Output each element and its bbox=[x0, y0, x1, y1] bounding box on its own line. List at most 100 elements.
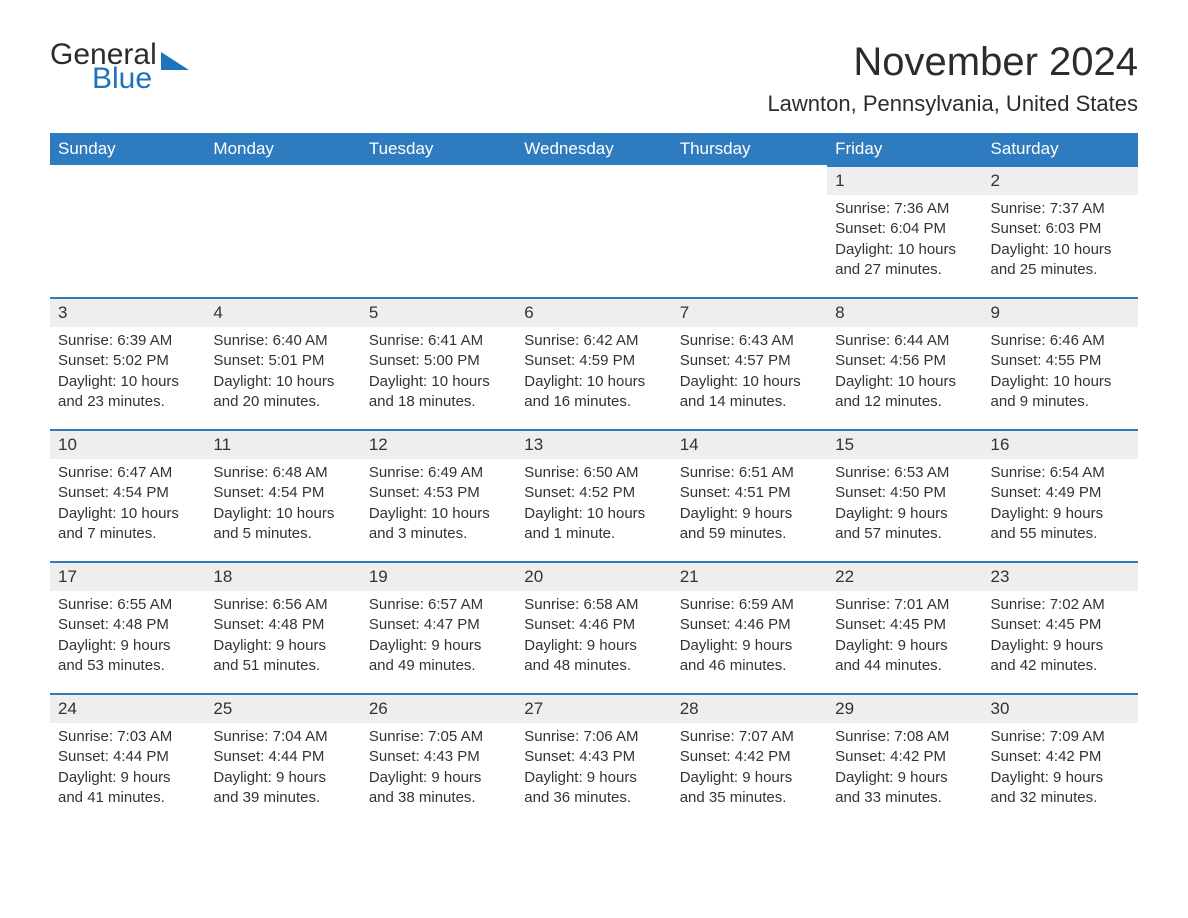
sunrise-line: Sunrise: 7:36 AM bbox=[835, 199, 974, 219]
day-details: Sunrise: 7:04 AMSunset: 4:44 PMDaylight:… bbox=[205, 723, 360, 816]
calendar-cell: 22Sunrise: 7:01 AMSunset: 4:45 PMDayligh… bbox=[827, 561, 982, 693]
sunrise-line: Sunrise: 6:39 AM bbox=[58, 331, 197, 351]
day-number: 24 bbox=[50, 695, 205, 723]
calendar-cell: 11Sunrise: 6:48 AMSunset: 4:54 PMDayligh… bbox=[205, 429, 360, 561]
day-number: 1 bbox=[827, 167, 982, 195]
daylight-line: Daylight: 9 hours and 35 minutes. bbox=[680, 768, 819, 809]
calendar-cell: 7Sunrise: 6:43 AMSunset: 4:57 PMDaylight… bbox=[672, 297, 827, 429]
sunrise-line: Sunrise: 6:48 AM bbox=[213, 463, 352, 483]
sunrise-line: Sunrise: 6:50 AM bbox=[524, 463, 663, 483]
day-number: 18 bbox=[205, 563, 360, 591]
day-number: 6 bbox=[516, 299, 671, 327]
calendar-table: SundayMondayTuesdayWednesdayThursdayFrid… bbox=[50, 133, 1138, 825]
day-details: Sunrise: 6:49 AMSunset: 4:53 PMDaylight:… bbox=[361, 459, 516, 552]
calendar-cell-empty bbox=[361, 165, 516, 297]
weekday-header: Friday bbox=[827, 133, 982, 165]
day-details: Sunrise: 6:47 AMSunset: 4:54 PMDaylight:… bbox=[50, 459, 205, 552]
sunrise-line: Sunrise: 6:55 AM bbox=[58, 595, 197, 615]
day-number: 17 bbox=[50, 563, 205, 591]
calendar-cell: 30Sunrise: 7:09 AMSunset: 4:42 PMDayligh… bbox=[983, 693, 1138, 825]
sunrise-line: Sunrise: 7:37 AM bbox=[991, 199, 1130, 219]
sunrise-line: Sunrise: 6:44 AM bbox=[835, 331, 974, 351]
calendar-cell: 24Sunrise: 7:03 AMSunset: 4:44 PMDayligh… bbox=[50, 693, 205, 825]
daylight-line: Daylight: 9 hours and 59 minutes. bbox=[680, 504, 819, 545]
daylight-line: Daylight: 9 hours and 44 minutes. bbox=[835, 636, 974, 677]
daylight-line: Daylight: 9 hours and 36 minutes. bbox=[524, 768, 663, 809]
day-details: Sunrise: 7:05 AMSunset: 4:43 PMDaylight:… bbox=[361, 723, 516, 816]
daylight-line: Daylight: 10 hours and 1 minute. bbox=[524, 504, 663, 545]
day-details: Sunrise: 6:44 AMSunset: 4:56 PMDaylight:… bbox=[827, 327, 982, 420]
day-number: 5 bbox=[361, 299, 516, 327]
sunrise-line: Sunrise: 6:47 AM bbox=[58, 463, 197, 483]
daylight-line: Daylight: 10 hours and 20 minutes. bbox=[213, 372, 352, 413]
calendar-cell: 23Sunrise: 7:02 AMSunset: 4:45 PMDayligh… bbox=[983, 561, 1138, 693]
calendar-cell: 25Sunrise: 7:04 AMSunset: 4:44 PMDayligh… bbox=[205, 693, 360, 825]
calendar-cell: 8Sunrise: 6:44 AMSunset: 4:56 PMDaylight… bbox=[827, 297, 982, 429]
day-number: 26 bbox=[361, 695, 516, 723]
calendar-cell: 5Sunrise: 6:41 AMSunset: 5:00 PMDaylight… bbox=[361, 297, 516, 429]
sunset-line: Sunset: 4:56 PM bbox=[835, 351, 974, 371]
calendar-row: 24Sunrise: 7:03 AMSunset: 4:44 PMDayligh… bbox=[50, 693, 1138, 825]
sunrise-line: Sunrise: 6:49 AM bbox=[369, 463, 508, 483]
daylight-line: Daylight: 9 hours and 41 minutes. bbox=[58, 768, 197, 809]
weekday-header: Monday bbox=[205, 133, 360, 165]
day-number: 30 bbox=[983, 695, 1138, 723]
sunrise-line: Sunrise: 7:07 AM bbox=[680, 727, 819, 747]
calendar-row: 17Sunrise: 6:55 AMSunset: 4:48 PMDayligh… bbox=[50, 561, 1138, 693]
day-number: 8 bbox=[827, 299, 982, 327]
sunset-line: Sunset: 4:46 PM bbox=[680, 615, 819, 635]
sunset-line: Sunset: 4:59 PM bbox=[524, 351, 663, 371]
sunrise-line: Sunrise: 7:06 AM bbox=[524, 727, 663, 747]
daylight-line: Daylight: 9 hours and 38 minutes. bbox=[369, 768, 508, 809]
sunset-line: Sunset: 5:02 PM bbox=[58, 351, 197, 371]
sunrise-line: Sunrise: 6:59 AM bbox=[680, 595, 819, 615]
sunset-line: Sunset: 4:57 PM bbox=[680, 351, 819, 371]
weekday-header: Tuesday bbox=[361, 133, 516, 165]
sunrise-line: Sunrise: 6:46 AM bbox=[991, 331, 1130, 351]
logo: General Blue bbox=[50, 40, 189, 94]
calendar-cell: 20Sunrise: 6:58 AMSunset: 4:46 PMDayligh… bbox=[516, 561, 671, 693]
day-details: Sunrise: 6:53 AMSunset: 4:50 PMDaylight:… bbox=[827, 459, 982, 552]
sunset-line: Sunset: 4:45 PM bbox=[991, 615, 1130, 635]
sunrise-line: Sunrise: 7:04 AM bbox=[213, 727, 352, 747]
day-details: Sunrise: 6:43 AMSunset: 4:57 PMDaylight:… bbox=[672, 327, 827, 420]
calendar-cell: 6Sunrise: 6:42 AMSunset: 4:59 PMDaylight… bbox=[516, 297, 671, 429]
sunset-line: Sunset: 4:54 PM bbox=[58, 483, 197, 503]
sunset-line: Sunset: 4:44 PM bbox=[58, 747, 197, 767]
calendar-cell: 12Sunrise: 6:49 AMSunset: 4:53 PMDayligh… bbox=[361, 429, 516, 561]
calendar-cell-empty bbox=[50, 165, 205, 297]
daylight-line: Daylight: 9 hours and 53 minutes. bbox=[58, 636, 197, 677]
day-number: 15 bbox=[827, 431, 982, 459]
sunrise-line: Sunrise: 7:05 AM bbox=[369, 727, 508, 747]
calendar-cell-empty bbox=[672, 165, 827, 297]
day-details: Sunrise: 6:56 AMSunset: 4:48 PMDaylight:… bbox=[205, 591, 360, 684]
calendar-cell: 15Sunrise: 6:53 AMSunset: 4:50 PMDayligh… bbox=[827, 429, 982, 561]
daylight-line: Daylight: 9 hours and 42 minutes. bbox=[991, 636, 1130, 677]
daylight-line: Daylight: 9 hours and 33 minutes. bbox=[835, 768, 974, 809]
sunrise-line: Sunrise: 6:58 AM bbox=[524, 595, 663, 615]
day-number: 2 bbox=[983, 167, 1138, 195]
location-subtitle: Lawnton, Pennsylvania, United States bbox=[767, 91, 1138, 117]
sunset-line: Sunset: 4:42 PM bbox=[680, 747, 819, 767]
daylight-line: Daylight: 10 hours and 27 minutes. bbox=[835, 240, 974, 281]
sunset-line: Sunset: 4:50 PM bbox=[835, 483, 974, 503]
sunrise-line: Sunrise: 7:08 AM bbox=[835, 727, 974, 747]
calendar-cell: 3Sunrise: 6:39 AMSunset: 5:02 PMDaylight… bbox=[50, 297, 205, 429]
sunrise-line: Sunrise: 6:51 AM bbox=[680, 463, 819, 483]
day-number: 12 bbox=[361, 431, 516, 459]
calendar-cell: 13Sunrise: 6:50 AMSunset: 4:52 PMDayligh… bbox=[516, 429, 671, 561]
day-number: 23 bbox=[983, 563, 1138, 591]
day-number: 28 bbox=[672, 695, 827, 723]
day-number: 10 bbox=[50, 431, 205, 459]
sunrise-line: Sunrise: 7:09 AM bbox=[991, 727, 1130, 747]
calendar-cell: 1Sunrise: 7:36 AMSunset: 6:04 PMDaylight… bbox=[827, 165, 982, 297]
sunrise-line: Sunrise: 6:40 AM bbox=[213, 331, 352, 351]
day-number: 25 bbox=[205, 695, 360, 723]
day-details: Sunrise: 7:01 AMSunset: 4:45 PMDaylight:… bbox=[827, 591, 982, 684]
day-details: Sunrise: 7:36 AMSunset: 6:04 PMDaylight:… bbox=[827, 195, 982, 288]
calendar-cell: 26Sunrise: 7:05 AMSunset: 4:43 PMDayligh… bbox=[361, 693, 516, 825]
calendar-cell: 17Sunrise: 6:55 AMSunset: 4:48 PMDayligh… bbox=[50, 561, 205, 693]
sunset-line: Sunset: 4:55 PM bbox=[991, 351, 1130, 371]
sunrise-line: Sunrise: 6:54 AM bbox=[991, 463, 1130, 483]
day-details: Sunrise: 6:58 AMSunset: 4:46 PMDaylight:… bbox=[516, 591, 671, 684]
